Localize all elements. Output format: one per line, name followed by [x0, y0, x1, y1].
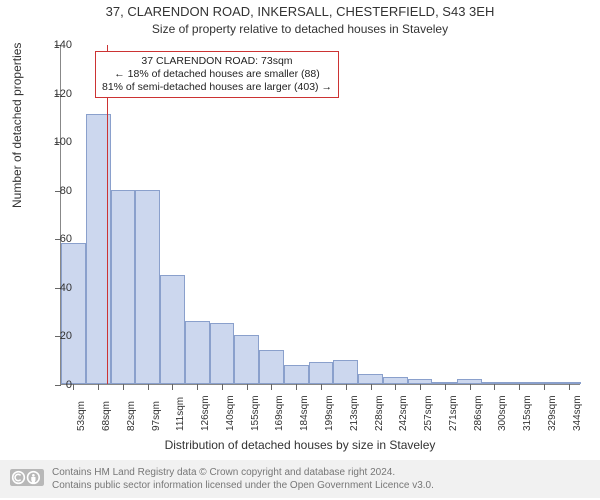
x-tick-label: 140sqm: [225, 395, 236, 431]
x-tick-label: 213sqm: [349, 395, 360, 431]
x-tick: [544, 384, 545, 390]
x-tick: [148, 384, 149, 390]
x-tick-label: 315sqm: [522, 395, 533, 431]
x-tick-label: 155sqm: [250, 395, 261, 431]
x-tick-label: 68sqm: [101, 401, 112, 431]
y-axis-title: Number of detached properties: [10, 43, 24, 208]
x-tick-label: 82sqm: [126, 401, 137, 431]
x-tick: [519, 384, 520, 390]
histogram-bar: [309, 362, 334, 384]
x-tick: [123, 384, 124, 390]
x-tick: [197, 384, 198, 390]
chart-container: { "title_main": "37, CLARENDON ROAD, INK…: [0, 0, 600, 500]
histogram-bar: [160, 275, 185, 384]
histogram-bar: [234, 335, 259, 384]
x-tick: [247, 384, 248, 390]
y-tick-label: 40: [60, 282, 72, 294]
x-tick-label: 184sqm: [299, 395, 310, 431]
x-tick-label: 111sqm: [175, 397, 186, 431]
x-tick: [371, 384, 372, 390]
histogram-bar: [383, 377, 408, 384]
x-tick-label: 97sqm: [151, 401, 162, 431]
x-tick-label: 199sqm: [324, 395, 335, 431]
histogram-bar: [358, 374, 383, 384]
histogram-bar: [210, 323, 235, 384]
x-tick: [346, 384, 347, 390]
x-tick-label: 329sqm: [547, 395, 558, 431]
x-axis-title: Distribution of detached houses by size …: [0, 438, 600, 452]
x-tick: [470, 384, 471, 390]
y-tick-label: 60: [60, 233, 72, 245]
x-tick: [494, 384, 495, 390]
histogram-bar: [284, 365, 309, 384]
footer-line-2: Contains public sector information licen…: [52, 479, 594, 492]
x-tick-label: 286sqm: [473, 395, 484, 431]
x-tick: [296, 384, 297, 390]
histogram-bar: [259, 350, 284, 384]
title-sub: Size of property relative to detached ho…: [0, 22, 600, 36]
x-tick-label: 271sqm: [448, 395, 459, 431]
histogram-bar: [135, 190, 160, 384]
y-tick-label: 100: [54, 136, 72, 148]
x-tick-label: 257sqm: [423, 395, 434, 431]
attribution-footer: Contains HM Land Registry data © Crown c…: [0, 460, 600, 498]
x-tick-label: 228sqm: [374, 395, 385, 431]
annotation-box: 37 CLARENDON ROAD: 73sqm← 18% of detache…: [95, 51, 339, 98]
x-tick: [395, 384, 396, 390]
x-tick: [172, 384, 173, 390]
x-tick: [420, 384, 421, 390]
y-tick-label: 140: [54, 39, 72, 51]
cc-license-icon: [10, 469, 44, 488]
x-tick: [445, 384, 446, 390]
annotation-line: 37 CLARENDON ROAD: 73sqm: [102, 55, 332, 68]
x-tick-label: 126sqm: [200, 395, 211, 431]
y-tick-label: 80: [60, 185, 72, 197]
x-tick-label: 242sqm: [398, 395, 409, 431]
x-tick: [222, 384, 223, 390]
histogram-bar: [111, 190, 136, 384]
title-main: 37, CLARENDON ROAD, INKERSALL, CHESTERFI…: [0, 4, 600, 19]
histogram-bar: [333, 360, 358, 384]
y-tick: [55, 385, 61, 386]
x-tick-label: 300sqm: [497, 395, 508, 431]
histogram-bar: [185, 321, 210, 384]
histogram-bar: [61, 243, 86, 384]
x-tick-label: 344sqm: [572, 395, 583, 431]
x-tick: [569, 384, 570, 390]
x-tick-label: 53sqm: [76, 401, 87, 431]
x-tick: [98, 384, 99, 390]
footer-line-1: Contains HM Land Registry data © Crown c…: [52, 466, 594, 479]
annotation-line: 81% of semi-detached houses are larger (…: [102, 81, 332, 94]
x-tick: [321, 384, 322, 390]
x-tick: [73, 384, 74, 390]
annotation-line: ← 18% of detached houses are smaller (88…: [102, 68, 332, 81]
x-tick: [271, 384, 272, 390]
y-tick-label: 0: [66, 379, 72, 391]
y-tick-label: 120: [54, 88, 72, 100]
x-tick-label: 169sqm: [274, 395, 285, 431]
y-tick-label: 20: [60, 330, 72, 342]
